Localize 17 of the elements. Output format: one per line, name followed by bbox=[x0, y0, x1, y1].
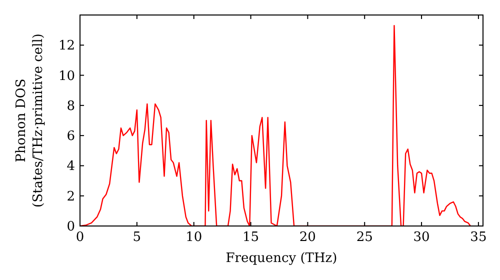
y-tick-label: 2 bbox=[66, 189, 75, 204]
line-series bbox=[80, 24, 472, 226]
x-tick-label: 15 bbox=[242, 230, 260, 245]
x-tick-label: 35 bbox=[470, 230, 487, 245]
x-tick-label: 20 bbox=[299, 230, 316, 245]
x-tick-label: 5 bbox=[132, 230, 142, 245]
y-tick-label: 4 bbox=[66, 159, 75, 174]
y-tick-label: 0 bbox=[66, 220, 75, 234]
y-tick-label: 12 bbox=[58, 38, 75, 54]
y-tick-label: 6 bbox=[66, 129, 75, 144]
x-tick-label: 10 bbox=[186, 230, 202, 245]
x-tick-label: 30 bbox=[413, 230, 430, 245]
x-tick-label: 25 bbox=[356, 230, 373, 245]
y-tick-label: 8 bbox=[66, 98, 75, 114]
y-tick-label: 10 bbox=[58, 68, 75, 84]
y-axis-title: Phonon DOS (States/THz·primitive cell) bbox=[14, 33, 46, 208]
x-axis-title: Frequency (THz) bbox=[226, 251, 338, 266]
